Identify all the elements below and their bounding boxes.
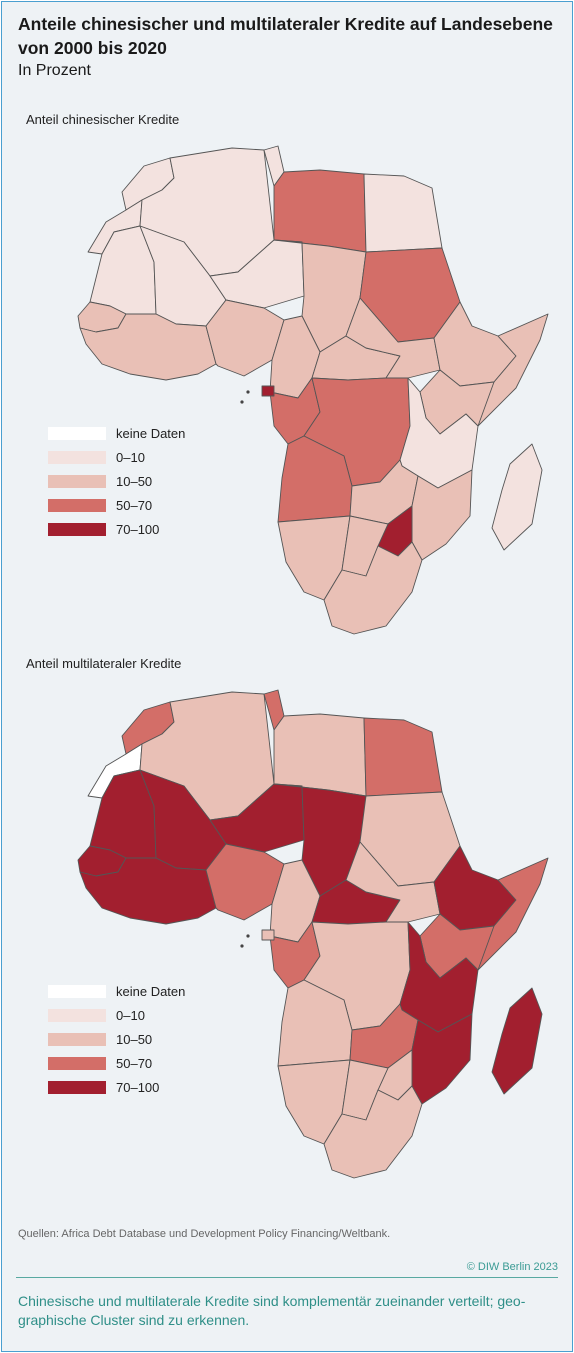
region-libya [273,713,367,797]
legend-swatch [48,1057,106,1070]
source-note: Quellen: Africa Debt Database und Develo… [18,1228,391,1240]
legend-swatch [48,985,106,998]
region-nigeria [205,843,285,921]
region-egypt [363,173,443,253]
region-south-africa [323,541,423,635]
figure-subtitle: In Prozent [18,62,91,79]
legend-label: 0–10 [116,1008,145,1023]
legend-swatch [48,499,106,512]
region-madagascar [491,443,543,551]
region-madagascar [491,987,543,1095]
map-title-china: Anteil chinesischer Kredite [26,112,180,127]
legend-swatch [48,451,106,464]
copyright: © DIW Berlin 2023 [466,1261,558,1273]
figure-title: Anteile chinesischer und multilateraler … [18,14,553,58]
africa-map-multilateral [77,689,549,1179]
region-egypt [363,717,443,797]
region-equatorial-guinea [261,385,275,397]
legend-label: 70–100 [116,522,160,537]
region-libya [273,169,367,253]
region-south-africa [323,1085,423,1179]
legend-label: 50–70 [116,498,153,513]
legend-label: 50–70 [116,1056,153,1071]
legend-swatch [48,475,106,488]
legend-label: 10–50 [116,1032,153,1047]
legend-label: 70–100 [116,1080,160,1095]
legend-swatch [48,1033,106,1046]
legend-label: 10–50 [116,474,153,489]
island-dot [246,934,250,938]
legend-swatch [48,1081,106,1094]
africa-map-china [77,145,549,635]
divider [16,1277,558,1278]
island-dot [246,390,250,394]
legend-swatch [48,523,106,536]
map-title-multilateral: Anteil multilateraler Kredite [26,656,182,671]
legend-label: keine Daten [116,984,186,999]
legend-label: keine Daten [116,426,186,441]
legend-label: 0–10 [116,450,145,465]
legend-swatch [48,427,106,440]
region-equatorial-guinea [261,929,275,941]
legend-swatch [48,1009,106,1022]
caption: Chinesische und multilaterale Kredite si… [18,1293,526,1328]
island-dot [240,400,244,404]
island-dot [240,944,244,948]
region-nigeria [205,299,285,377]
